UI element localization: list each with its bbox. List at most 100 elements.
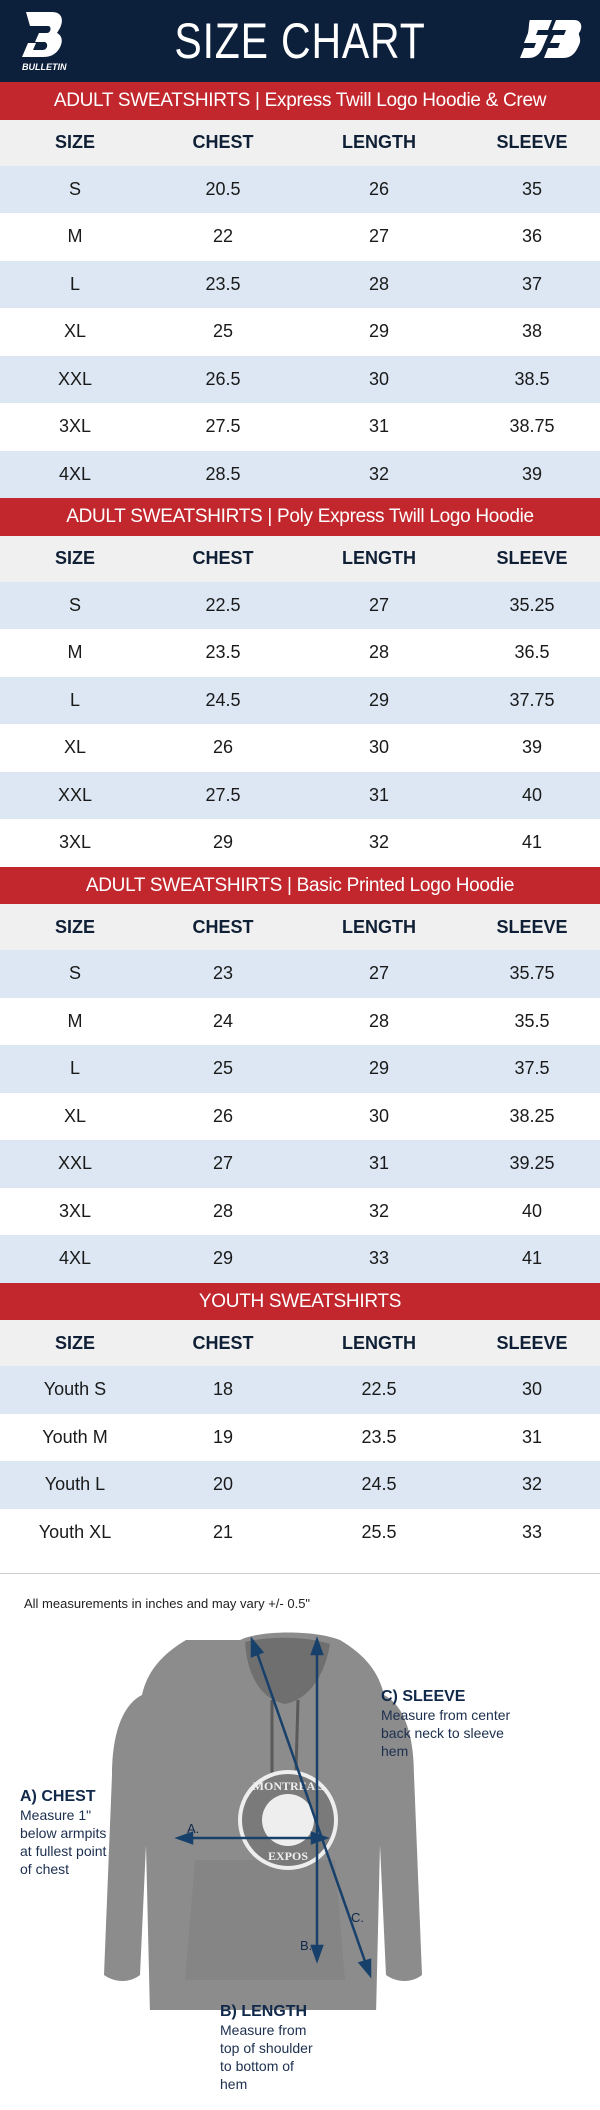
column-header: SLEEVE [496,132,568,152]
arrowhead [310,1944,324,1964]
column-header: SIZE [54,1332,96,1353]
sleeve-label: C) SLEEVE Measure from center back neck … [381,1688,531,1760]
table-cell: Youth S [43,1379,107,1400]
table-cell: 29 [368,1058,390,1079]
table-row: XXL 27.5 31 40 [0,771,600,819]
size-section: ADULT SWEATSHIRTS | Express Twill Logo H… [0,82,600,498]
size-section: YOUTH SWEATSHIRTS SIZE CHEST LENGTH SLEEVE Yo… [0,1282,600,1556]
table-cell: 18 [212,1379,234,1400]
column-header-row: SIZE CHEST LENGTH SLEEVE [0,904,600,950]
sleeve-arrow [252,1643,370,1971]
table-cell: 29 [212,1248,234,1269]
arrowhead [174,1831,194,1845]
sb-logo [520,20,582,58]
table-row: M 22 27 36 [0,213,600,261]
table-cell: 39.25 [509,1153,555,1174]
table-row: Youth L 20 24.5 32 [0,1461,600,1509]
table-cell: XL [63,737,87,758]
column-header: LENGTH [342,132,416,152]
table-cell: 36.5 [514,642,550,663]
print-bottom-text: EXPOS [268,1849,308,1863]
table-row: 4XL 28.5 32 39 [0,450,600,498]
table-cell: 38.25 [509,1105,555,1126]
marker-c: C. [351,1910,364,1925]
length-label: B) LENGTH Measure from top of shoulder t… [220,2003,320,2093]
table-cell: 33 [521,1521,543,1542]
table-cell: 28 [368,1010,390,1031]
table-row: Youth S 18 22.5 30 [0,1366,600,1414]
table-row: Youth XL 21 25.5 33 [0,1508,600,1556]
table-cell: 26.5 [205,368,241,389]
table-row: XL 26 30 38.25 [0,1092,600,1140]
table-cell: 40 [521,1200,543,1221]
arrowhead [250,1636,265,1658]
table-cell: 23 [212,963,234,984]
table-cell: 32 [368,1200,390,1221]
table-cell: 32 [368,832,390,853]
hood-opening [245,1637,330,1704]
table-cell: 31 [368,784,390,805]
table-cell: 41 [521,1248,543,1269]
table-cell: 24.5 [205,689,241,710]
table-cell: 24 [212,1010,234,1031]
table-cell: M [67,226,83,247]
table-cell: L [69,1058,81,1079]
table-row: 4XL 29 33 41 [0,1235,600,1283]
marker-a: A. [187,1821,199,1836]
table-cell: 35 [521,178,543,199]
table-cell: 37.5 [514,1058,550,1079]
column-header: LENGTH [342,1332,416,1353]
pocket [185,1860,345,1980]
page-title: SIZE CHART [174,13,426,69]
column-header: CHEST [192,916,254,937]
table-cell: 3XL [58,416,92,437]
table-row: L 25 29 37.5 [0,1045,600,1093]
table-cell: 22.5 [361,1379,397,1400]
table-cell: 20 [212,1474,234,1495]
table-cell: S [68,963,82,984]
expos-print: MONTREAL EXPOS [238,1770,338,1870]
table-cell: 37.75 [509,689,555,710]
table-row: S 23 27 35.75 [0,950,600,998]
size-section: ADULT SWEATSHIRTS | Basic Printed Logo H… [0,866,600,1283]
section-title: YOUTH SWEATSHIRTS [0,1282,600,1320]
column-header-row: SIZE CHEST LENGTH SLEEVE [0,119,600,166]
chest-title: A) CHEST [20,1788,96,1805]
drawstring [294,1699,300,1771]
length-desc: Measure from top of shoulder to bottom o… [220,2022,313,2092]
length-title: B) LENGTH [220,2003,308,2020]
table-cell: 26 [368,178,390,199]
bulletin-logo: BULLETIN [22,12,67,72]
column-header: CHEST [192,548,254,568]
table-row: L 24.5 29 37.75 [0,676,600,724]
arrowhead [357,1958,372,1979]
table-cell: M [67,642,83,663]
table-cell: 33 [368,1248,390,1269]
table-row: M 24 28 35.5 [0,997,600,1045]
table-cell: 23.5 [205,642,241,663]
column-header: LENGTH [342,916,416,937]
table-cell: 27 [368,594,390,615]
table-cell: L [69,689,81,710]
table-cell: 31 [368,416,390,437]
table-cell: 27.5 [205,416,241,437]
table-cell: 32 [368,463,390,484]
table-cell: 22 [212,226,234,247]
chest-desc: Measure 1" below armpits at fullest poin… [20,1807,107,1877]
table-row: S 22.5 27 35.25 [0,581,600,629]
size-section: ADULT SWEATSHIRTS | Poly Express Twill L… [0,498,600,867]
table-row: XL 26 30 39 [0,724,600,772]
table-row: 3XL 27.5 31 38.75 [0,403,600,451]
column-header-row: SIZE CHEST LENGTH SLEEVE [0,1320,600,1366]
table-cell: 21 [212,1521,234,1542]
table-cell: XL [63,1105,87,1126]
table-cell: 22.5 [205,594,241,615]
table-cell: 26 [212,737,234,758]
table-cell: 23.5 [205,273,241,294]
table-cell: 23.5 [361,1426,397,1447]
table-cell: L [69,273,81,294]
table-cell: 3XL [58,1200,92,1221]
table-cell: 26 [212,1105,234,1126]
table-cell: 31 [368,1153,390,1174]
table-cell: 24.5 [361,1474,397,1495]
